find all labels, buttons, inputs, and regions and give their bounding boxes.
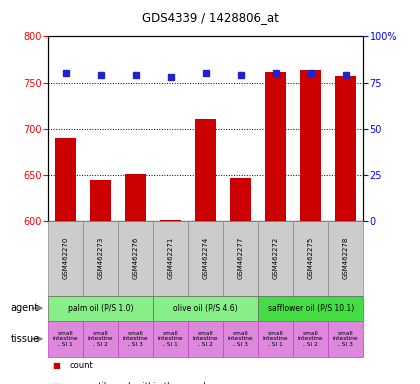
Text: small
intestine
, SI 3: small intestine , SI 3 bbox=[123, 331, 149, 347]
Bar bbox=[300, 70, 321, 221]
Bar bbox=[55, 138, 76, 221]
Text: GSM462275: GSM462275 bbox=[308, 237, 314, 280]
Text: tissue: tissue bbox=[10, 334, 39, 344]
Text: GSM462273: GSM462273 bbox=[98, 237, 104, 280]
Text: GSM462277: GSM462277 bbox=[238, 237, 244, 280]
Bar bbox=[125, 174, 146, 221]
Text: ■: ■ bbox=[52, 382, 60, 384]
Bar bbox=[90, 180, 111, 221]
Text: small
intestine
, SI 2: small intestine , SI 2 bbox=[88, 331, 114, 347]
Text: palm oil (P/S 1.0): palm oil (P/S 1.0) bbox=[68, 304, 134, 313]
Text: small
intestine
, SI 3: small intestine , SI 3 bbox=[333, 331, 359, 347]
Bar bbox=[265, 71, 286, 221]
Text: small
intestine
, SI 2: small intestine , SI 2 bbox=[193, 331, 219, 347]
Text: small
intestine
, SI 1: small intestine , SI 1 bbox=[158, 331, 184, 347]
Text: small
intestine
, SI 3: small intestine , SI 3 bbox=[228, 331, 254, 347]
Text: GSM462278: GSM462278 bbox=[343, 237, 349, 280]
Text: percentile rank within the sample: percentile rank within the sample bbox=[69, 382, 211, 384]
Bar bbox=[195, 119, 216, 221]
Text: small
intestine
, SI 1: small intestine , SI 1 bbox=[53, 331, 79, 347]
Text: olive oil (P/S 4.6): olive oil (P/S 4.6) bbox=[173, 304, 238, 313]
Text: agent: agent bbox=[10, 303, 39, 313]
Text: GSM462271: GSM462271 bbox=[168, 237, 174, 280]
Text: GSM462274: GSM462274 bbox=[203, 237, 209, 280]
Bar bbox=[335, 76, 356, 221]
Text: count: count bbox=[69, 361, 93, 370]
Text: GSM462272: GSM462272 bbox=[273, 237, 279, 280]
Text: GDS4339 / 1428806_at: GDS4339 / 1428806_at bbox=[142, 12, 278, 25]
Text: ■: ■ bbox=[52, 361, 60, 370]
Text: small
intestine
, SI 1: small intestine , SI 1 bbox=[263, 331, 289, 347]
Text: safflower oil (P/S 10.1): safflower oil (P/S 10.1) bbox=[268, 304, 354, 313]
Text: GSM462276: GSM462276 bbox=[133, 237, 139, 280]
Text: small
intestine
, SI 2: small intestine , SI 2 bbox=[298, 331, 324, 347]
Text: GSM462270: GSM462270 bbox=[63, 237, 69, 280]
Bar bbox=[230, 179, 251, 221]
Bar bbox=[160, 220, 181, 221]
